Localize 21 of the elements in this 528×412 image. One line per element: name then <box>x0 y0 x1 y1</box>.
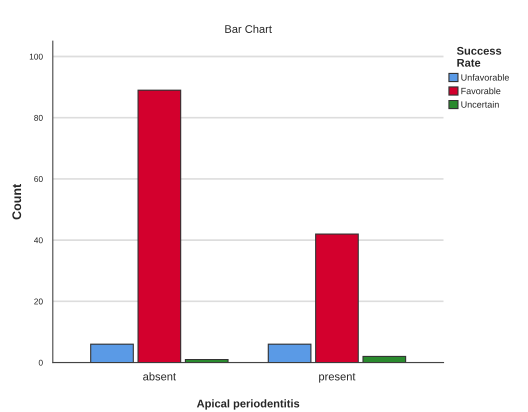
bar <box>90 344 134 363</box>
legend-label: Favorable <box>461 88 500 94</box>
legend-title: Success Rate <box>456 46 502 67</box>
chart-title: Bar Chart <box>225 24 272 33</box>
bar <box>268 344 312 363</box>
bar <box>137 90 182 363</box>
bar <box>184 358 229 363</box>
x-tick-label: absent <box>143 372 176 380</box>
bar <box>315 233 359 363</box>
y-tick-label: 0 <box>38 360 43 366</box>
bar <box>362 356 406 363</box>
y-tick-label: 80 <box>34 114 43 121</box>
y-tick-label: 20 <box>34 298 43 304</box>
y-axis-title: Count <box>12 184 22 220</box>
y-tick-label: 100 <box>30 54 43 60</box>
legend-label: Uncertain <box>461 101 499 108</box>
y-tick-label: 40 <box>34 237 43 244</box>
y-tick-label: 60 <box>34 176 43 182</box>
x-axis-title: Apical periodentitis <box>196 399 300 410</box>
x-tick-label: present <box>319 373 356 383</box>
legend-label: Unfavorable <box>461 74 509 81</box>
